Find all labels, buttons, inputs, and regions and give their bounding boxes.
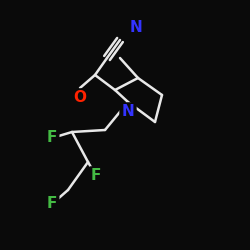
Text: N: N: [122, 104, 134, 120]
Text: F: F: [91, 168, 101, 184]
Text: F: F: [47, 196, 57, 212]
Text: O: O: [74, 90, 86, 106]
Text: N: N: [130, 20, 142, 36]
Text: F: F: [47, 130, 57, 146]
